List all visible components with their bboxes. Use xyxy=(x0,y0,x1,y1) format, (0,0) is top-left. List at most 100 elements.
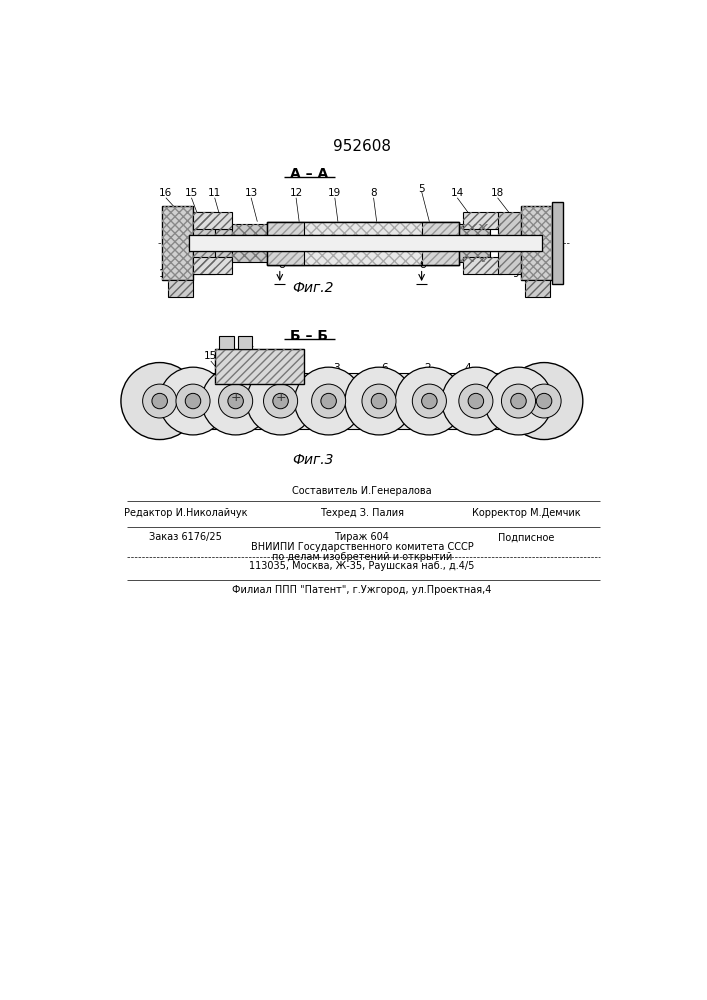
Circle shape xyxy=(371,393,387,409)
Circle shape xyxy=(321,393,337,409)
Circle shape xyxy=(395,367,464,435)
Text: +: + xyxy=(230,391,241,404)
Circle shape xyxy=(362,384,396,418)
Bar xyxy=(267,222,459,265)
Bar xyxy=(189,235,542,251)
Text: Фиг.2: Фиг.2 xyxy=(293,281,334,295)
Circle shape xyxy=(459,384,493,418)
Text: 4: 4 xyxy=(539,269,546,279)
Text: 4: 4 xyxy=(464,363,472,373)
Bar xyxy=(421,222,459,265)
Text: б: б xyxy=(279,260,286,270)
Bar xyxy=(168,280,193,297)
Text: 9: 9 xyxy=(513,269,520,279)
Text: 19: 19 xyxy=(328,188,341,198)
Bar xyxy=(521,206,552,280)
Circle shape xyxy=(510,393,526,409)
Bar xyxy=(498,212,521,274)
Bar xyxy=(166,418,554,429)
Bar xyxy=(162,206,193,280)
Text: Корректор М.Демчик: Корректор М.Демчик xyxy=(472,508,580,518)
Circle shape xyxy=(143,384,177,418)
Bar xyxy=(228,235,498,251)
Bar xyxy=(238,336,252,349)
Bar xyxy=(193,212,232,229)
Text: Заказ 6176/25: Заказ 6176/25 xyxy=(148,532,222,542)
Text: ВНИИПИ Государственного комитета СССР: ВНИИПИ Государственного комитета СССР xyxy=(250,542,473,552)
Circle shape xyxy=(176,384,210,418)
Text: 15: 15 xyxy=(204,351,218,361)
Circle shape xyxy=(537,393,552,409)
Bar xyxy=(193,212,232,229)
Text: 11: 11 xyxy=(208,188,221,198)
Text: 13: 13 xyxy=(245,188,258,198)
Bar xyxy=(267,222,304,265)
Bar xyxy=(421,222,459,265)
Text: Редактор И.Николайчук: Редактор И.Николайчук xyxy=(124,508,247,518)
Bar xyxy=(193,257,232,274)
Bar xyxy=(462,212,501,229)
Bar xyxy=(232,224,267,262)
Circle shape xyxy=(412,384,446,418)
Circle shape xyxy=(345,367,413,435)
Circle shape xyxy=(527,384,561,418)
Text: 10: 10 xyxy=(159,269,173,279)
Bar xyxy=(215,349,304,384)
Bar xyxy=(521,206,552,280)
Text: б: б xyxy=(420,260,426,270)
Bar xyxy=(193,212,215,274)
Text: Б – Б: Б – Б xyxy=(291,329,328,343)
Text: 952608: 952608 xyxy=(333,139,391,154)
Text: А – А: А – А xyxy=(290,167,328,181)
Text: 14: 14 xyxy=(450,188,464,198)
Bar xyxy=(162,206,193,280)
Bar xyxy=(166,373,554,384)
Text: 12: 12 xyxy=(289,188,303,198)
Text: Филиал ППП "Патент", г.Ужгород, ул.Проектная,4: Филиал ППП "Патент", г.Ужгород, ул.Проек… xyxy=(233,585,491,595)
Text: 15: 15 xyxy=(185,188,198,198)
Bar xyxy=(267,222,459,265)
Text: 2: 2 xyxy=(424,363,431,373)
Text: 113035, Москва, Ж-35, Раушская наб., д.4/5: 113035, Москва, Ж-35, Раушская наб., д.4… xyxy=(250,561,474,571)
Bar xyxy=(498,212,521,274)
Bar xyxy=(462,257,501,274)
Bar xyxy=(462,257,501,274)
Bar xyxy=(552,202,563,284)
Text: 17: 17 xyxy=(243,346,255,356)
Bar xyxy=(193,257,232,274)
Bar xyxy=(232,224,267,262)
Text: 7: 7 xyxy=(480,265,487,275)
Text: 16: 16 xyxy=(217,346,230,356)
Text: Подписное: Подписное xyxy=(498,532,554,542)
Text: +: + xyxy=(275,391,286,404)
Bar xyxy=(459,224,490,262)
Bar xyxy=(215,349,304,384)
Circle shape xyxy=(421,393,437,409)
Circle shape xyxy=(218,384,252,418)
Bar xyxy=(215,229,232,257)
Text: 5: 5 xyxy=(419,184,425,194)
Text: 18: 18 xyxy=(491,188,504,198)
Bar xyxy=(215,229,232,257)
Text: Составитель И.Генералова: Составитель И.Генералова xyxy=(292,486,432,496)
Circle shape xyxy=(152,393,168,409)
Circle shape xyxy=(312,384,346,418)
Circle shape xyxy=(247,367,315,435)
Text: 8: 8 xyxy=(370,188,377,198)
Bar xyxy=(267,222,459,265)
Text: 16: 16 xyxy=(159,188,173,198)
Circle shape xyxy=(501,384,535,418)
Text: 6: 6 xyxy=(381,363,387,373)
Circle shape xyxy=(468,393,484,409)
Text: 3: 3 xyxy=(333,363,339,373)
Bar xyxy=(267,222,304,265)
Text: Фиг.3: Фиг.3 xyxy=(293,453,334,467)
Circle shape xyxy=(506,363,583,440)
Text: Тираж 604: Тираж 604 xyxy=(334,532,390,542)
Circle shape xyxy=(484,367,553,435)
Bar xyxy=(189,235,542,251)
Bar xyxy=(267,235,459,251)
Text: по делам изобретений и открытий: по делам изобретений и открытий xyxy=(271,552,452,562)
Circle shape xyxy=(201,367,270,435)
Bar xyxy=(462,212,501,229)
